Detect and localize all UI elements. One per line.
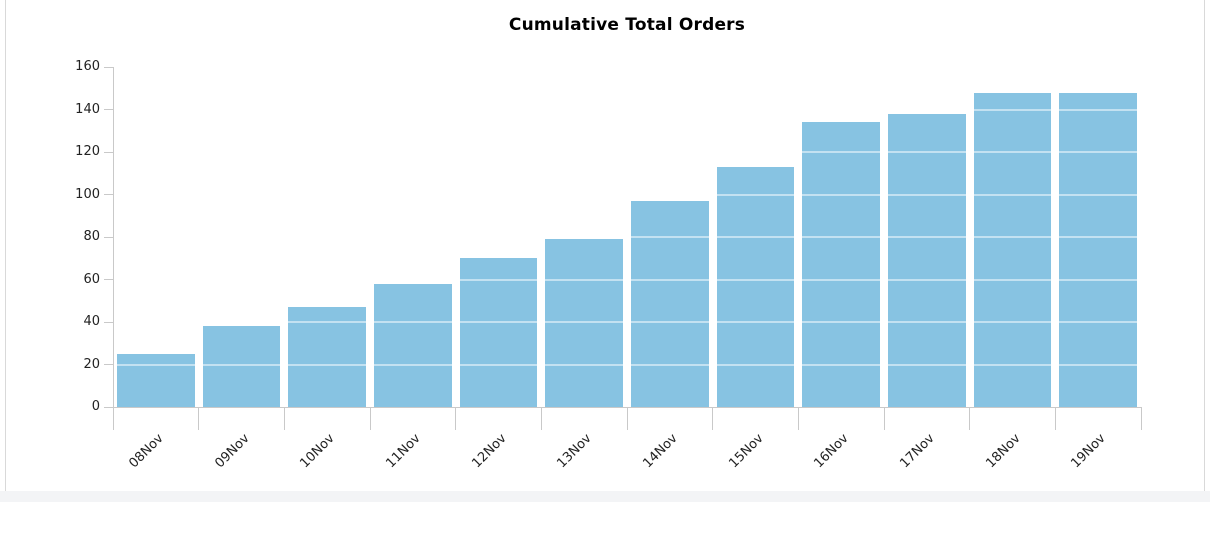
- y-axis-tick-label: 40: [83, 314, 100, 329]
- y-axis-tick-label: 0: [91, 399, 100, 414]
- bar-17Nov[interactable]: [887, 113, 966, 407]
- y-axis-tick: [104, 321, 113, 323]
- y-axis-tick-label: 140: [75, 101, 100, 117]
- bar-12Nov[interactable]: [459, 258, 538, 407]
- bar-16Nov[interactable]: [802, 122, 881, 407]
- x-axis-label: 15Nov: [725, 431, 767, 472]
- x-axis-tick: [369, 407, 371, 430]
- x-axis-label: 17Nov: [897, 431, 938, 472]
- bar-11Nov[interactable]: [373, 283, 452, 407]
- bar-18Nov[interactable]: [973, 92, 1052, 407]
- x-axis-label: 16Nov: [811, 431, 852, 472]
- x-axis-tick: [540, 407, 542, 430]
- y-axis-tick: [104, 66, 113, 68]
- y-axis-tick: [104, 151, 113, 153]
- y-axis-tick-label: 160: [75, 59, 100, 74]
- page-background-strip: [0, 491, 1210, 502]
- y-axis-line: [113, 67, 114, 407]
- x-axis-label: 08Nov: [126, 431, 167, 472]
- x-axis-tick: [797, 407, 799, 430]
- y-axis-tick: [104, 364, 113, 365]
- x-axis-label: 14Nov: [640, 431, 681, 472]
- chart-title: Cumulative Total Orders: [508, 15, 746, 35]
- y-axis-tick-label: 80: [83, 229, 100, 244]
- x-axis-tick: [455, 407, 457, 430]
- bar-14Nov[interactable]: [630, 200, 709, 407]
- y-axis-tick: [104, 236, 113, 238]
- x-axis-tick: [198, 407, 200, 430]
- bar-15Nov[interactable]: [716, 166, 795, 407]
- x-axis-tick: [1054, 407, 1056, 430]
- x-axis-tick: [283, 407, 285, 430]
- bar-13Nov[interactable]: [545, 239, 624, 407]
- bar-08Nov[interactable]: [116, 353, 195, 407]
- x-axis-label: 13Nov: [554, 431, 595, 472]
- bar-09Nov[interactable]: [202, 326, 281, 407]
- x-axis-tick: [626, 407, 628, 430]
- y-axis-tick: [104, 279, 113, 280]
- y-axis-tick: [104, 406, 113, 408]
- y-axis-tick-label: 120: [75, 144, 100, 159]
- x-axis-tick: [969, 407, 971, 430]
- x-axis-label: 09Nov: [211, 431, 253, 472]
- plot-area: 0 20 40 60 80 100 120 140 160 08Nov 09Nov 10Nov 11No…: [75, 59, 1142, 471]
- x-axis-label: 11Nov: [383, 431, 424, 472]
- bar-10Nov[interactable]: [288, 307, 367, 407]
- bar-19Nov[interactable]: [1059, 92, 1138, 407]
- x-axis-label: 10Nov: [297, 431, 338, 472]
- y-axis-tick: [104, 109, 113, 110]
- x-axis-label: 12Nov: [468, 431, 510, 472]
- x-axis-tick: [712, 407, 714, 430]
- y-axis-tick-label: 60: [83, 271, 100, 287]
- y-axis-tick-label: 100: [75, 186, 100, 202]
- y-axis-tick: [104, 194, 113, 195]
- x-axis-label: 18Nov: [982, 431, 1024, 472]
- x-axis-tick: [112, 407, 114, 430]
- x-axis-label: 19Nov: [1068, 431, 1109, 472]
- x-axis-tick: [1140, 407, 1142, 430]
- y-axis-tick-label: 20: [83, 356, 100, 372]
- chart-card: Cumulative Total Orders 0 20 40 60 80 100 120 1…: [5, 0, 1205, 491]
- x-axis-tick: [883, 407, 885, 430]
